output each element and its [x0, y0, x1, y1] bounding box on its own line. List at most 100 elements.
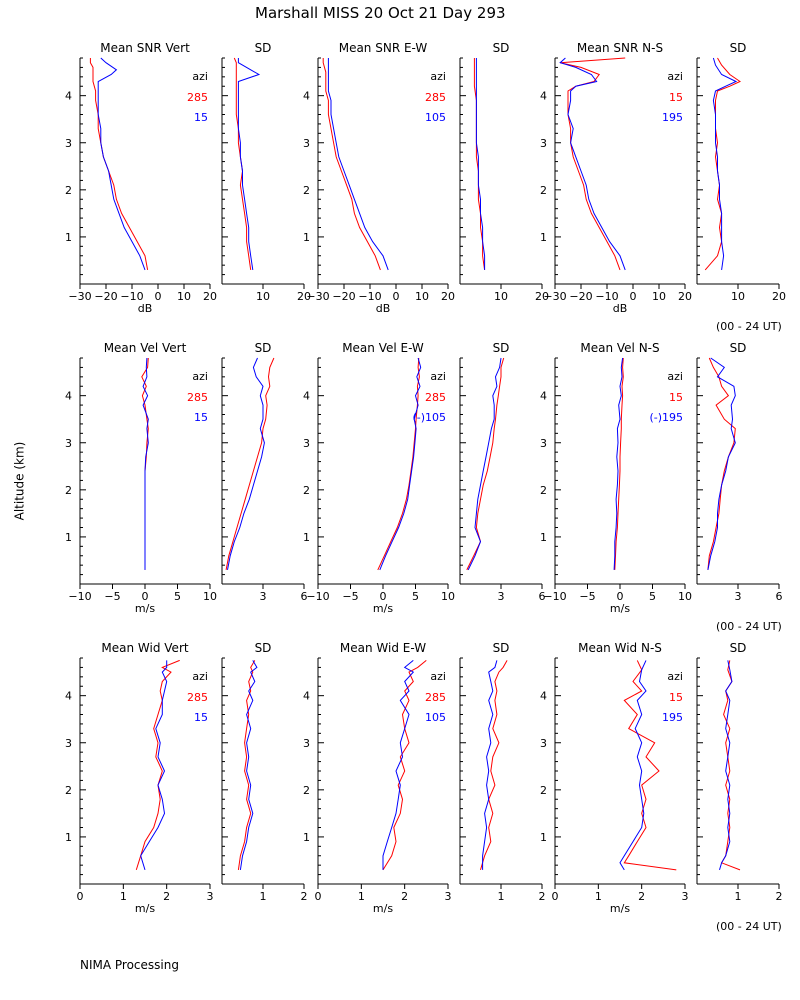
y-tick-label-r3c1: 3 — [65, 737, 72, 750]
x-tick-label-r1c4: 10 — [494, 290, 508, 303]
x-tick-label-r2c1: 0 — [142, 590, 149, 603]
y-tick-label-r3c3: 3 — [303, 737, 310, 750]
legend-heading-r3c1: azi — [192, 670, 208, 683]
y-tick-label-r1c3: 3 — [303, 137, 310, 150]
series-line-r3c6-2 — [719, 660, 733, 871]
x-tick-label-r1c5: −30 — [543, 290, 566, 303]
series-line-r2c3-1 — [377, 357, 420, 571]
panel-title-r1c3: Mean SNR E-W — [339, 41, 428, 55]
legend-heading-r2c5: azi — [667, 370, 683, 383]
legend-entry-r1c1: 285 — [187, 91, 208, 104]
panel-title-r3c5: Mean Wid N-S — [578, 641, 662, 655]
y-tick-label-r2c1: 2 — [65, 484, 72, 497]
legend-heading-r3c5: azi — [667, 670, 683, 683]
panel-title-r3c3: Mean Wid E-W — [340, 641, 426, 655]
x-axis-label-r1c1: dB — [138, 302, 153, 315]
x-tick-label-r2c3: 5 — [412, 590, 419, 603]
series-line-r3c6-1 — [720, 660, 741, 871]
series-line-r2c4-1 — [466, 357, 505, 571]
x-tick-label-r2c3: −5 — [342, 590, 358, 603]
legend-heading-r1c3: azi — [430, 70, 446, 83]
x-axis-label-r2c1: m/s — [135, 602, 155, 615]
series-line-r3c3-2 — [382, 660, 415, 870]
series-line-r3c3-1 — [382, 660, 427, 871]
legend-entry-r1c3: 105 — [425, 111, 446, 124]
series-line-r2c2-1 — [225, 357, 275, 570]
legend-entry-r2c5: 15 — [669, 391, 683, 404]
y-tick-label-r2c1: 4 — [65, 390, 72, 403]
x-tick-label-r2c5: 0 — [617, 590, 624, 603]
series-line-r3c4-2 — [482, 660, 498, 870]
series-line-r3c1-2 — [140, 660, 168, 871]
y-tick-label-r2c3: 3 — [303, 437, 310, 450]
series-line-r2c5-2 — [613, 357, 624, 570]
x-tick-label-r3c3: 2 — [401, 890, 408, 903]
series-line-r1c4-1 — [473, 58, 486, 270]
x-tick-label-r2c6: 6 — [776, 590, 783, 603]
x-tick-label-r1c3: −10 — [358, 290, 381, 303]
x-tick-label-r1c5: 0 — [630, 290, 637, 303]
y-tick-label-r1c3: 2 — [303, 184, 310, 197]
x-tick-label-r3c5: 3 — [682, 890, 689, 903]
x-tick-label-r1c5: −10 — [595, 290, 618, 303]
time-range-label-row1: (00 - 24 UT) — [716, 320, 782, 333]
panel-title-r3c4: SD — [493, 641, 510, 655]
x-tick-label-r2c1: −10 — [68, 590, 91, 603]
x-axis-label-r2c5: m/s — [610, 602, 630, 615]
legend-heading-r2c3: azi — [430, 370, 446, 383]
x-tick-label-r1c2: 20 — [297, 290, 311, 303]
panel-title-r2c4: SD — [493, 341, 510, 355]
y-tick-label-r3c3: 4 — [303, 690, 310, 703]
x-tick-label-r2c1: 5 — [174, 590, 181, 603]
x-tick-label-r1c5: 10 — [652, 290, 666, 303]
x-tick-label-r3c3: 3 — [445, 890, 452, 903]
panel-title-r3c6: SD — [730, 641, 747, 655]
y-tick-label-r2c5: 2 — [540, 484, 547, 497]
series-line-r1c5-2 — [559, 57, 626, 271]
x-tick-label-r3c2: 1 — [260, 890, 267, 903]
y-tick-label-r3c5: 3 — [540, 737, 547, 750]
panel-title-r2c3: Mean Vel E-W — [342, 341, 424, 355]
panel-title-r2c6: SD — [730, 341, 747, 355]
series-line-r3c2-1 — [237, 660, 256, 870]
series-line-r1c2-2 — [237, 58, 261, 270]
x-tick-label-r2c3: 10 — [441, 590, 455, 603]
x-tick-label-r3c1: 3 — [207, 890, 214, 903]
x-tick-label-r3c5: 0 — [552, 890, 559, 903]
x-tick-label-r2c2: 6 — [301, 590, 308, 603]
x-tick-label-r3c4: 1 — [498, 890, 505, 903]
x-tick-label-r3c6: 2 — [776, 890, 783, 903]
x-tick-label-r1c5: −20 — [569, 290, 592, 303]
x-tick-label-r3c6: 1 — [735, 890, 742, 903]
y-tick-label-r1c5: 1 — [540, 231, 547, 244]
series-line-r3c1-1 — [135, 659, 180, 871]
series-line-r2c6-1 — [707, 357, 736, 570]
x-tick-label-r1c5: 20 — [678, 290, 692, 303]
series-line-r1c4-2 — [475, 58, 486, 270]
panel-title-r1c5: Mean SNR N-S — [577, 41, 663, 55]
series-line-r1c3-1 — [322, 58, 381, 271]
panel-title-r2c2: SD — [255, 341, 272, 355]
x-tick-label-r1c1: −20 — [94, 290, 117, 303]
y-tick-label-r2c1: 3 — [65, 437, 72, 450]
y-tick-label-r3c1: 4 — [65, 690, 72, 703]
y-tick-label-r2c5: 3 — [540, 437, 547, 450]
series-line-r1c3-2 — [327, 58, 389, 271]
x-tick-label-r1c3: −30 — [306, 290, 329, 303]
y-tick-label-r2c1: 1 — [65, 531, 72, 544]
series-line-r3c4-1 — [480, 660, 508, 871]
legend-entry-r3c1: 285 — [187, 691, 208, 704]
panel-title-r3c1: Mean Wid Vert — [101, 641, 188, 655]
time-range-label-row2: (00 - 24 UT) — [716, 620, 782, 633]
series-line-r1c5-1 — [560, 57, 626, 271]
x-tick-label-r3c2: 2 — [301, 890, 308, 903]
x-axis-label-r1c3: dB — [376, 302, 391, 315]
series-line-r3c2-2 — [239, 660, 258, 870]
x-tick-label-r1c6: 10 — [731, 290, 745, 303]
y-tick-label-r1c1: 2 — [65, 184, 72, 197]
y-tick-label-r1c1: 4 — [65, 90, 72, 103]
figure-title: Marshall MISS 20 Oct 21 Day 293 — [255, 4, 506, 22]
legend-entry-r2c1: 285 — [187, 391, 208, 404]
legend-entry-r1c5: 15 — [669, 91, 683, 104]
